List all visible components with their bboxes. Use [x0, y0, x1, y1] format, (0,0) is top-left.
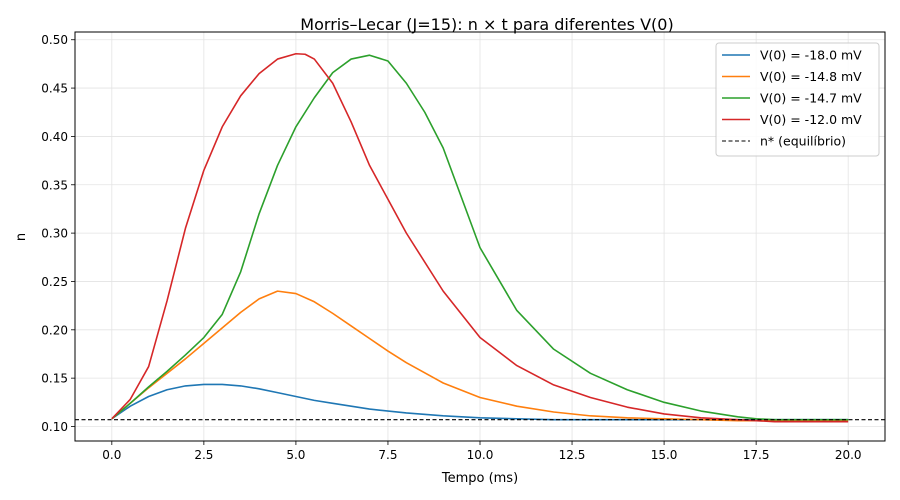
x-tick-label: 2.5 [194, 448, 213, 462]
y-tick-label: 0.30 [41, 227, 68, 241]
y-axis-label: n [14, 233, 29, 241]
x-tick-label: 10.0 [467, 448, 494, 462]
legend-box [715, 42, 880, 157]
y-tick-label: 0.35 [41, 178, 68, 192]
x-tick-label: 20.0 [835, 448, 862, 462]
x-tick-label: 5.0 [286, 448, 305, 462]
y-tick-label: 0.50 [41, 33, 68, 47]
x-tick-label: 7.5 [378, 448, 397, 462]
y-tick-label: 0.20 [41, 323, 68, 337]
y-tick-label: 0.45 [41, 82, 68, 96]
x-axis-ticks: 0.0 2.5 5.0 7.5 10.0 12.5 15.0 17.5 20.0 [102, 441, 862, 462]
x-tick-label: 17.5 [743, 448, 770, 462]
y-axis-ticks: 0.10 0.15 0.20 0.25 0.30 0.35 0.40 0.45 0.50 [41, 33, 75, 434]
legend-label: V(0) = -18.0 mV [760, 48, 862, 63]
legend-label: V(0) = -14.7 mV [760, 91, 862, 106]
x-tick-label: 15.0 [651, 448, 678, 462]
series-line-2 [111, 54, 849, 421]
y-tick-label: 0.25 [41, 275, 68, 289]
legend-label: n* (equilíbrio) [760, 134, 846, 149]
x-tick-label: 12.5 [559, 448, 586, 462]
x-axis-label: Tempo (ms) [441, 471, 518, 486]
y-tick-label: 0.40 [41, 130, 68, 144]
series-line-1 [111, 290, 849, 422]
legend: V(0) = -18.0 mV V(0) = -14.8 mV V(0) = -14… [715, 42, 880, 157]
legend-label: V(0) = -14.8 mV [760, 69, 862, 84]
y-tick-label: 0.10 [41, 420, 68, 434]
x-tick-label: 0.0 [102, 448, 121, 462]
chart-title: Morris–Lecar (J=15): n × t para diferent… [300, 15, 673, 34]
legend-label: V(0) = -12.0 mV [760, 112, 862, 127]
series-lines [75, 52, 885, 423]
series-line-3 [111, 52, 849, 423]
y-tick-label: 0.15 [41, 372, 68, 386]
